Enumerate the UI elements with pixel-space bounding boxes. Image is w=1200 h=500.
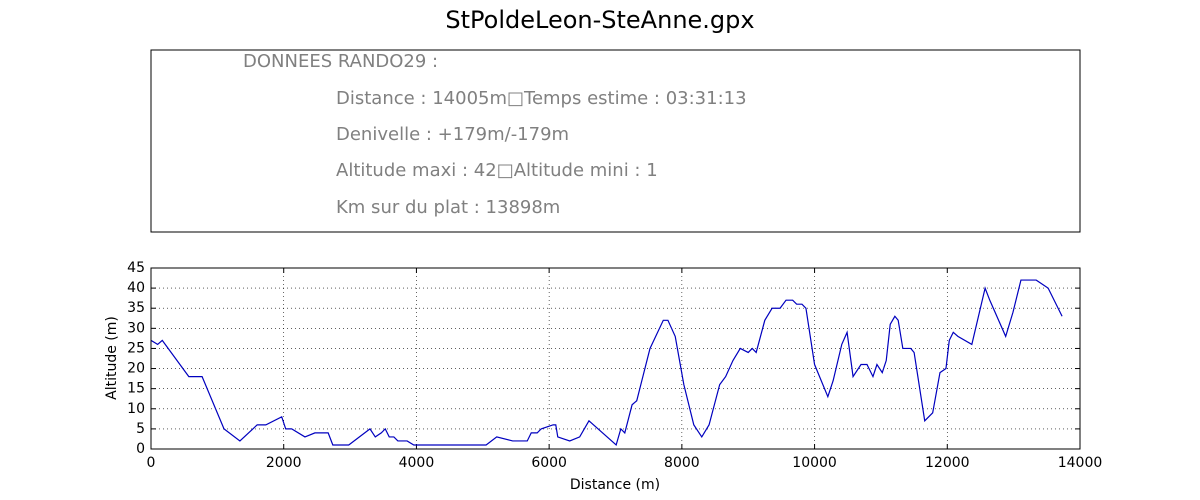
x-tick-label: 2000 xyxy=(266,455,302,471)
y-tick-label: 45 xyxy=(127,260,145,276)
info-line: Km sur du plat : 13898m xyxy=(336,197,560,218)
plot-frame xyxy=(150,267,1081,450)
y-axis-label: Altitude (m) xyxy=(104,316,120,400)
y-tick-label: 20 xyxy=(127,361,145,377)
chart-title: StPoldeLeon-SteAnne.gpx xyxy=(445,6,754,34)
y-tick-label: 30 xyxy=(127,320,145,336)
y-tick-label: 0 xyxy=(136,441,145,457)
x-tick-label: 14000 xyxy=(1058,455,1103,471)
y-tick-label: 5 xyxy=(136,421,145,437)
y-tick-label: 25 xyxy=(127,340,145,356)
x-tick-label: 8000 xyxy=(664,455,700,471)
info-box xyxy=(150,49,1081,233)
x-tick-label: 12000 xyxy=(925,455,970,471)
x-tick-label: 4000 xyxy=(399,455,435,471)
y-tick-label: 10 xyxy=(127,401,145,417)
info-line: Distance : 14005m□Temps estime : 03:31:1… xyxy=(336,88,747,109)
x-tick-label: 10000 xyxy=(792,455,837,471)
x-tick-label: 6000 xyxy=(531,455,567,471)
info-line: DONNEES RANDO29 : xyxy=(243,51,438,72)
y-tick-label: 15 xyxy=(127,381,145,397)
y-tick-label: 40 xyxy=(127,280,145,296)
info-line: Altitude maxi : 42□Altitude mini : 1 xyxy=(336,160,658,181)
line xyxy=(150,279,1063,447)
y-tick-label: 35 xyxy=(127,300,145,316)
x-tick-label: 0 xyxy=(147,455,156,471)
info-line: Denivelle : +179m/-179m xyxy=(336,124,569,145)
x-axis-label: Distance (m) xyxy=(570,477,660,493)
